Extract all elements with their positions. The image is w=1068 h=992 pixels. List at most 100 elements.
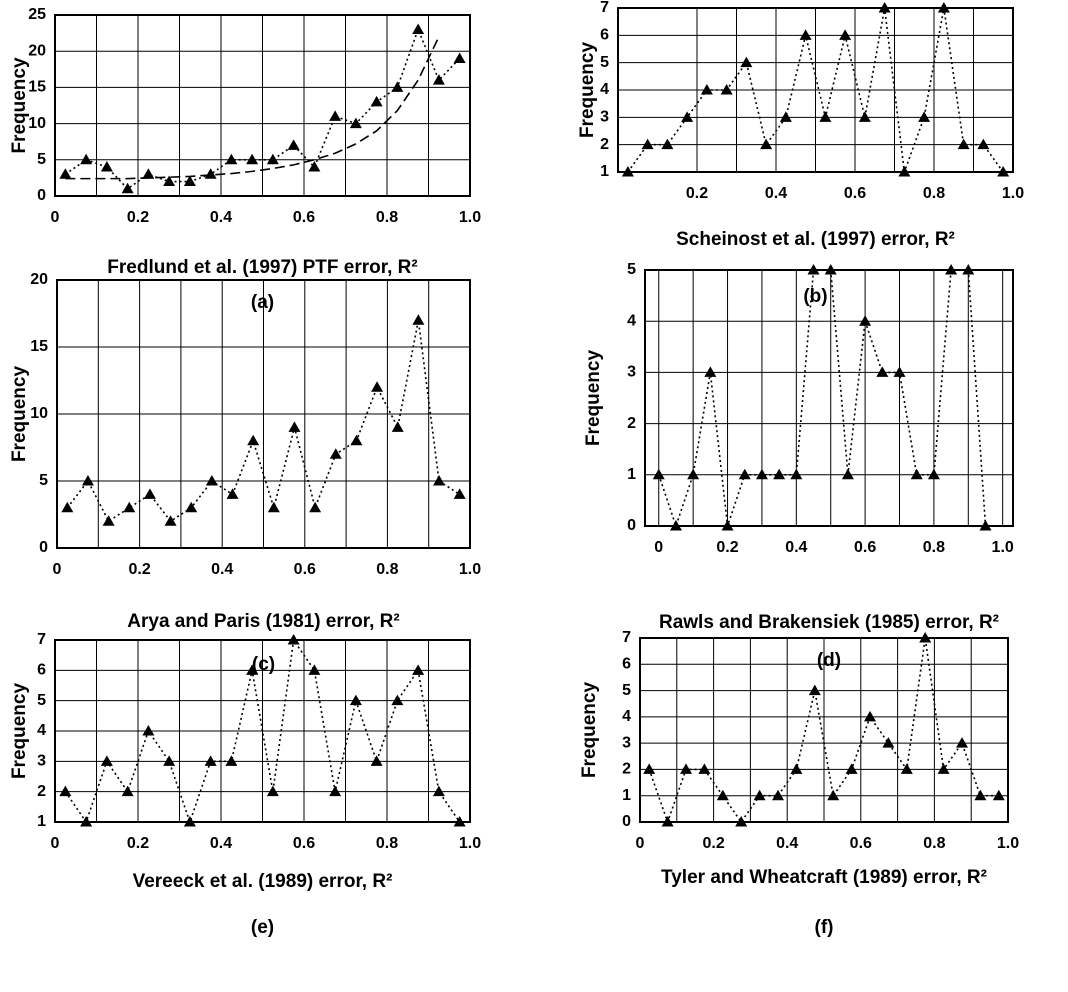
x-tick-label: 0.2 [702,835,724,852]
marker [204,755,217,766]
marker [720,84,733,95]
x-tick-label: 0.8 [376,835,398,852]
marker [790,468,803,480]
x-tick-label: 0.4 [210,209,232,226]
x-axis-label: Scheinost et al. (1997) error, R² [676,229,955,250]
series-line [657,270,987,526]
marker [760,138,773,150]
marker [669,520,682,531]
marker [329,785,342,797]
x-axis-label: Tyler and Wheatcraft (1989) error, R² [661,867,987,888]
marker [661,816,674,827]
marker [432,785,445,797]
marker [882,737,895,748]
y-tick-label: 1 [622,787,631,804]
marker [859,315,872,326]
marker [864,710,876,722]
x-tick-label: 0.6 [293,835,315,852]
y-tick-label: 5 [37,151,46,168]
y-tick-label: 15 [30,338,48,355]
marker [121,182,134,194]
marker [807,264,820,275]
x-tick-label: 0.4 [785,539,807,556]
marker [247,434,260,446]
x-axis-label: Arya and Paris (1981) error, R² [127,611,399,632]
x-tick-label: 1.0 [459,835,481,852]
panel-label: (f) [815,917,834,938]
y-tick-label: 0 [627,517,636,534]
marker [371,381,384,392]
y-tick-label: 7 [622,629,631,646]
y-axis-label: Frequency [577,42,598,139]
y-tick-label: 1 [627,466,636,483]
marker [412,23,425,34]
marker [329,448,342,459]
marker [100,755,113,766]
marker [308,664,321,675]
x-axis-label: Fredlund et al. (1997) PTF error, R² [107,257,417,278]
marker [704,366,717,377]
marker [808,684,821,696]
x-tick-label: 0 [636,835,645,852]
y-tick-label: 5 [627,261,636,278]
marker [621,166,634,177]
marker [716,789,729,801]
plot-frame [617,7,1014,173]
marker [992,789,1005,801]
marker [878,2,891,13]
marker [163,175,176,187]
y-tick-label: 5 [39,472,48,489]
x-tick-label: 0 [51,835,60,852]
marker [997,166,1010,177]
plot-frame [54,14,471,197]
marker [839,29,852,40]
x-tick-label: 1.0 [1002,185,1024,202]
x-tick-label: 0.6 [850,835,872,852]
marker [287,139,300,150]
x-tick-label: 0.6 [293,209,315,226]
marker [845,763,858,774]
marker [246,664,259,675]
marker [700,84,713,95]
y-tick-label: 0 [622,813,631,830]
panel: 0 5 10 15 20 25 0 0.2 0.4 0.6 0.8 1.0 Frequency Fredl… [9,6,481,313]
marker [59,168,72,179]
marker [453,488,466,499]
marker [121,785,134,797]
x-tick-label: 0.8 [376,561,398,578]
y-tick-label: 5 [37,692,46,709]
marker [945,264,958,275]
plot-frame [56,279,471,549]
marker [100,161,113,172]
x-tick-label: 1.0 [459,561,481,578]
x-tick-label: 0.8 [923,185,945,202]
y-tick-label: 4 [627,312,636,329]
marker [977,138,990,150]
marker [979,520,992,531]
marker [910,468,923,480]
panel-label: (b) [803,286,827,307]
marker [927,468,940,480]
series-line [66,320,461,523]
marker [698,763,711,774]
y-tick-label: 10 [30,405,48,422]
x-tick-label: 0 [654,539,663,556]
marker [453,816,466,827]
marker [641,138,654,150]
marker [349,117,362,129]
y-tick-label: 2 [627,415,636,432]
x-tick-label: 1.0 [459,209,481,226]
x-tick-label: 0.6 [854,539,876,556]
marker [893,366,906,377]
y-tick-label: 6 [600,27,609,44]
y-tick-label: 2 [37,783,46,800]
x-axis-label: Rawls and Brakensiek (1985) error, R² [659,612,999,633]
x-tick-label: 0 [53,561,62,578]
y-tick-label: 1 [600,163,609,180]
marker [80,816,93,827]
marker [652,468,665,480]
x-tick-label: 0.8 [376,209,398,226]
marker [266,785,279,797]
y-tick-label: 4 [600,81,609,98]
x-tick-label: 1.0 [997,835,1019,852]
